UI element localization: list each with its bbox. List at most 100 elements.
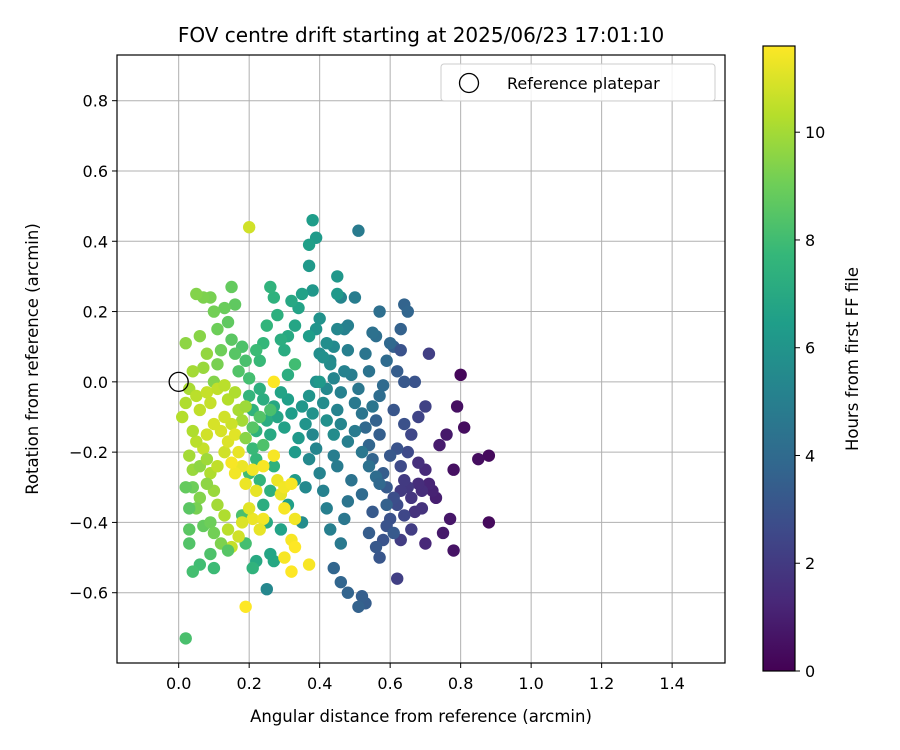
data-point [239, 600, 252, 613]
legend-label: Reference platepar [507, 74, 660, 93]
data-point [267, 375, 281, 389]
data-point [218, 379, 231, 392]
data-point [274, 523, 288, 536]
data-point [302, 389, 316, 403]
data-point [341, 586, 355, 599]
data-point [211, 459, 224, 473]
data-point [331, 459, 344, 473]
data-point [190, 435, 203, 448]
data-point [179, 336, 192, 350]
data-point [450, 400, 464, 413]
data-point [412, 456, 425, 469]
data-point [331, 270, 344, 283]
data-point [242, 221, 256, 234]
colorbar-label: Hours from first FF file [843, 267, 862, 451]
data-point [239, 354, 252, 367]
data-point [264, 280, 277, 294]
data-point [309, 442, 323, 455]
data-point [246, 463, 259, 476]
data-point [232, 365, 245, 378]
data-point [190, 389, 203, 403]
data-point [341, 344, 355, 357]
data-point [380, 354, 393, 367]
data-point [264, 428, 277, 441]
data-point [288, 540, 302, 554]
data-point [334, 537, 348, 550]
data-point [454, 368, 467, 382]
data-point [179, 396, 192, 410]
data-point [401, 305, 414, 318]
data-point [443, 512, 457, 526]
data-point [242, 502, 256, 515]
data-point [186, 365, 199, 378]
data-point [197, 361, 210, 374]
colorbar-tick-label: 10 [805, 123, 825, 142]
data-point [383, 449, 397, 462]
data-point [207, 561, 221, 575]
data-point [288, 512, 302, 526]
data-point [362, 365, 376, 378]
data-point [253, 354, 266, 367]
data-point [250, 484, 263, 497]
data-point [387, 403, 400, 417]
y-tick-label: 0.2 [83, 303, 108, 322]
data-point [186, 424, 199, 438]
data-point [264, 484, 277, 497]
data-point [214, 344, 228, 357]
data-point [246, 561, 259, 575]
data-point [271, 308, 284, 322]
data-point [257, 512, 270, 526]
x-tick-label: 0.4 [307, 674, 332, 693]
data-point [267, 449, 281, 462]
colorbar-tick-label: 0 [805, 662, 815, 681]
data-point [200, 477, 214, 490]
data-point [373, 428, 386, 441]
data-point [334, 386, 348, 399]
data-point [320, 414, 333, 427]
data-point [218, 410, 231, 424]
data-point [306, 407, 319, 420]
data-point [412, 477, 425, 490]
data-point [334, 575, 348, 589]
data-point [260, 582, 273, 596]
data-point [211, 498, 224, 512]
data-point [348, 396, 362, 410]
data-point [190, 287, 203, 301]
data-point [239, 400, 252, 413]
data-point [235, 414, 249, 427]
x-axis-label: Angular distance from reference (arcmin) [250, 707, 592, 726]
reference-platepar-marker [168, 371, 189, 392]
x-tick-label: 1.4 [659, 674, 684, 693]
data-point [327, 561, 340, 575]
data-point [281, 368, 295, 382]
data-point [352, 224, 365, 237]
data-point [405, 428, 418, 441]
data-point [200, 452, 214, 466]
data-point [355, 488, 369, 501]
data-point [228, 298, 242, 311]
data-point [436, 526, 450, 540]
y-tick-label: −0.2 [69, 443, 108, 462]
data-point [292, 431, 305, 445]
data-point [373, 305, 386, 318]
data-point [419, 400, 432, 413]
data-point [327, 372, 340, 385]
data-point [179, 481, 192, 494]
data-point [288, 358, 302, 371]
data-point [398, 474, 411, 487]
data-point [207, 526, 221, 540]
colorbar-tick-label: 4 [805, 446, 815, 465]
data-point [408, 375, 422, 389]
data-point [253, 382, 266, 396]
data-point [320, 336, 333, 350]
data-point [394, 322, 407, 336]
data-point [250, 344, 263, 357]
data-point [373, 551, 386, 564]
data-point [391, 365, 404, 378]
data-point [394, 344, 407, 357]
data-point [295, 400, 309, 413]
data-point [242, 389, 256, 403]
data-point [394, 459, 407, 473]
data-point [313, 375, 326, 389]
data-point [285, 407, 298, 420]
